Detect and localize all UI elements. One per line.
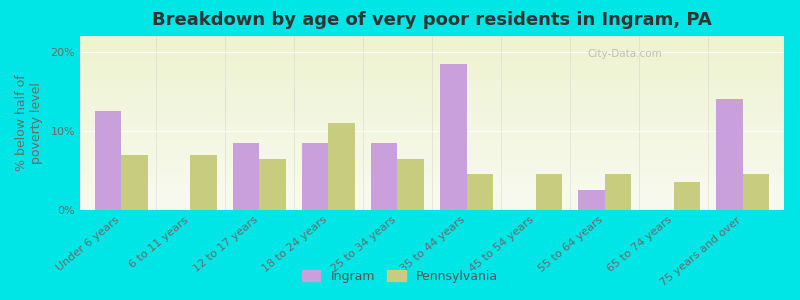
Bar	[371, 143, 398, 210]
Bar	[259, 159, 286, 210]
Y-axis label: % below half of
poverty level: % below half of poverty level	[15, 75, 43, 171]
Bar	[329, 123, 354, 210]
Bar	[742, 174, 769, 210]
Bar	[674, 182, 700, 210]
Bar	[535, 174, 562, 210]
Bar	[716, 99, 742, 210]
Legend: Ingram, Pennsylvania: Ingram, Pennsylvania	[297, 265, 503, 288]
Bar	[234, 143, 259, 210]
Bar	[190, 154, 217, 210]
Title: Breakdown by age of very poor residents in Ingram, PA: Breakdown by age of very poor residents …	[152, 11, 712, 29]
Bar	[95, 111, 122, 210]
Text: City-Data.com: City-Data.com	[587, 49, 662, 59]
Bar	[466, 174, 493, 210]
Bar	[605, 174, 630, 210]
Bar	[398, 159, 424, 210]
Bar	[578, 190, 605, 210]
Bar	[440, 64, 466, 210]
Bar	[302, 143, 329, 210]
Bar	[122, 154, 148, 210]
